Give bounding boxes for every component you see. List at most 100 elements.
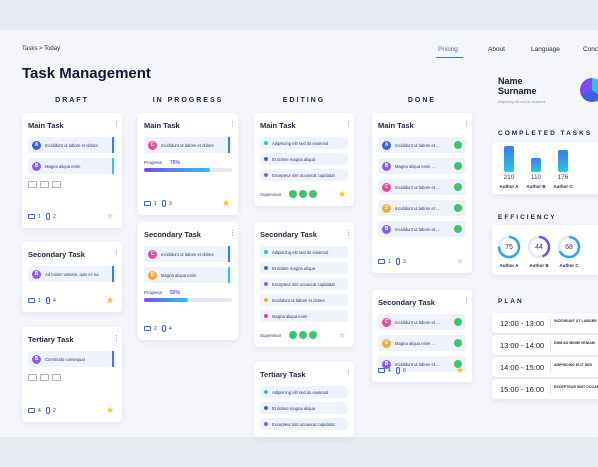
bullet-item[interactable]: Incididunt ut labore et dolore xyxy=(260,294,348,306)
author-name: Author A xyxy=(499,263,519,268)
profile-subtitle: Adipiscing elit sed do eiusmod xyxy=(498,100,546,104)
task-card[interactable]: Tertiary Task ⋮ Adipiscing elit sed do eiu… xyxy=(254,362,354,437)
comment-count: 2 xyxy=(154,326,157,332)
item-text: Ad minim veniam, quis ex ea xyxy=(45,271,99,277)
bullet-item[interactable]: Adipiscing elit sed do eiusmod xyxy=(260,386,348,398)
attach-icon xyxy=(396,367,400,374)
star[interactable]: ★ xyxy=(456,365,465,375)
ring-arc xyxy=(497,235,521,259)
bullet-item[interactable]: Excepteur sint occaecat cupidatat xyxy=(260,418,348,430)
card-title: Secondary Task xyxy=(378,298,435,307)
attach-count: 4 xyxy=(169,326,172,332)
star[interactable]: ★ xyxy=(456,256,465,266)
plan-text: DNM AD MINIM VENIAM xyxy=(554,341,595,345)
task-item[interactable]: A Incididunt ut labore et dolore xyxy=(28,137,116,153)
nav-link[interactable]: Conc xyxy=(583,46,598,53)
bullet-item[interactable]: Magna aliqua enim xyxy=(260,310,348,322)
task-card[interactable]: Tertiary Task ⋮ B Commodo consequat 4 2 ★ xyxy=(22,327,122,422)
task-item[interactable]: A Incididunt ut labore et ... xyxy=(378,137,466,153)
attach-icon xyxy=(46,297,50,304)
nav-link[interactable]: About xyxy=(488,46,505,53)
task-item[interactable]: B Magna aliqua enim xyxy=(28,158,116,174)
task-card[interactable]: Secondary Task ⋮ C Incididunt ut labore et … xyxy=(372,290,472,382)
done-check xyxy=(454,204,462,212)
item-text: Commodo consequat xyxy=(45,356,85,362)
bullet-item[interactable]: Et dolore magna aliqua xyxy=(260,262,348,274)
comment-count: 1 xyxy=(388,259,391,265)
supervisor-avatar xyxy=(299,190,307,198)
image-placeholder xyxy=(28,181,37,188)
nav-link[interactable]: Pricing xyxy=(438,46,458,53)
item-marker xyxy=(228,267,230,283)
author-name: Author C xyxy=(553,184,573,189)
bullet-item[interactable]: Et dolore magna aliqua xyxy=(260,402,348,414)
task-item[interactable]: C Incididunt ut labore et dolore xyxy=(144,246,232,262)
author-name: Author A xyxy=(499,184,519,189)
avatar: D xyxy=(382,203,391,213)
image-placeholder xyxy=(40,374,49,381)
avatar: A xyxy=(382,140,391,150)
task-card[interactable]: Secondary Task ⋮ B Ad minim veniam, quis ex… xyxy=(22,242,122,312)
done-check xyxy=(454,141,462,149)
bullet-item[interactable]: Adipiscing elit sed do eiusmod xyxy=(260,137,348,149)
star[interactable]: ★ xyxy=(338,189,347,199)
task-item[interactable]: B Magna aliqua enim ... xyxy=(378,158,466,174)
task-item[interactable]: B Ad minim veniam, quis ex ea xyxy=(28,266,116,282)
task-item[interactable]: D Magna aliqua enim ... xyxy=(378,335,466,351)
avatar: B xyxy=(32,354,41,364)
task-card[interactable]: Secondary Task ⋮ Adipiscing elit sed do ei… xyxy=(254,222,354,347)
star[interactable]: ★ xyxy=(338,330,347,340)
bullet-text: Magna aliqua enim xyxy=(272,313,308,319)
task-item[interactable]: D Incididunt ut labore et ... xyxy=(378,200,466,216)
task-item[interactable]: B Commodo consequat xyxy=(28,351,116,367)
attach-count: 4 xyxy=(53,298,56,304)
task-item[interactable]: C Incididunt ut labore et ... xyxy=(378,179,466,195)
plan-row[interactable]: 13:00 - 14:00 DNM AD MINIM VENIAM xyxy=(492,335,598,355)
bullet-item[interactable]: Adipiscing elit sed do eiusmod xyxy=(260,246,348,258)
task-card[interactable]: Secondary Task ⋮ C Incididunt ut labore et … xyxy=(138,222,238,340)
bullet-item[interactable]: Et dolore magna aliqua xyxy=(260,153,348,165)
plan-row[interactable]: 15:00 - 16:00 EXCEPTEUR SINT OCCAECAT xyxy=(492,379,598,399)
task-item[interactable]: C Incididunt ut labore et ... xyxy=(378,314,466,330)
bullet-item[interactable]: Excepteur sint occaecat cupidatat xyxy=(260,169,348,181)
star[interactable]: ★ xyxy=(106,211,115,221)
item-marker xyxy=(112,351,114,367)
star[interactable]: ★ xyxy=(222,198,231,208)
plan-row[interactable]: 14:00 - 15:00 ADIPISCING ELIT SED xyxy=(492,357,598,377)
bullet-text: Adipiscing elit sed do eiusmod xyxy=(272,389,329,395)
completed-value: 110 xyxy=(530,174,542,181)
task-item[interactable]: B Incididunt ut labore et ... xyxy=(378,221,466,237)
progress-bar xyxy=(144,168,210,172)
profile-logo xyxy=(580,78,598,102)
efficiency-ring xyxy=(557,235,581,259)
progress-value: 75% xyxy=(170,160,181,166)
plan-row[interactable]: 12:00 - 13:00 INCIDIDUNT UT LABORE xyxy=(492,313,598,333)
star[interactable]: ★ xyxy=(106,405,115,415)
card-menu: ⋮ xyxy=(113,335,120,342)
completed-bar xyxy=(504,146,514,172)
image-placeholder xyxy=(52,181,61,188)
star[interactable]: ★ xyxy=(106,295,115,305)
card-title: Secondary Task xyxy=(144,230,201,239)
task-card[interactable]: Main Task ⋮ A Incididunt ut labore et dolor… xyxy=(22,113,122,228)
nav-link[interactable]: Language xyxy=(531,46,560,53)
avatar: B xyxy=(382,359,391,369)
card-menu: ⋮ xyxy=(463,121,470,128)
task-card[interactable]: Main Task ⋮ Adipiscing elit sed do eiusmod… xyxy=(254,113,354,206)
task-card[interactable]: Main Task ⋮ A Incididunt ut labore et ... B M… xyxy=(372,113,472,273)
task-item[interactable]: C Incididunt ut labore et dolore xyxy=(144,137,232,153)
comment-icon xyxy=(28,298,35,303)
avatar: D xyxy=(148,270,157,280)
plan-divider xyxy=(550,383,551,395)
comment-icon xyxy=(144,201,151,206)
done-check xyxy=(454,183,462,191)
avatar: B xyxy=(32,269,41,279)
comment-icon xyxy=(28,214,35,219)
task-item[interactable]: D Magna aliqua enim xyxy=(144,267,232,283)
breadcrumb[interactable]: Tasks > Today xyxy=(22,46,61,52)
supervisor-avatar xyxy=(309,331,317,339)
section-title: PLAN xyxy=(498,298,524,305)
task-card[interactable]: Main Task ⋮ C Incididunt ut labore et dolor… xyxy=(138,113,238,215)
task-item[interactable]: B Incididunt ut labore et ... xyxy=(378,356,466,372)
bullet-item[interactable]: Excepteur sint occaecat cupidatat xyxy=(260,278,348,290)
